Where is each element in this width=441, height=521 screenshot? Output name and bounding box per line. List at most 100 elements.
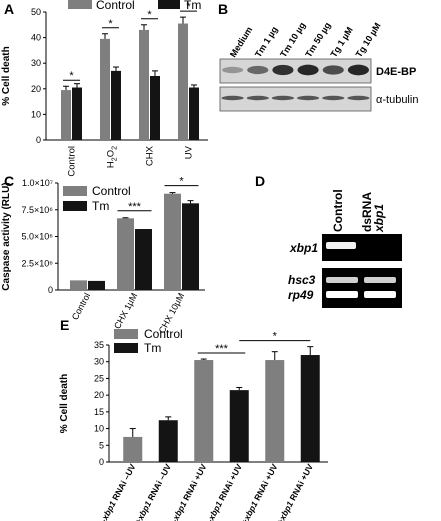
panel-b-lane-label: Tm 1 µg <box>253 25 280 59</box>
panel-b-blot-tubulin <box>219 86 372 112</box>
panel-c-chart: 0 2.5×10⁶ 5.0×10⁶ 7.5×10⁶ 1.0×10⁷ Caspase act… <box>1 176 205 335</box>
panel-a-legend-label-control: Control <box>96 0 135 12</box>
panel-b-band-tubulin <box>347 95 370 101</box>
panel-e-bar <box>300 355 320 462</box>
panel-b-band-d4ebp <box>272 64 294 76</box>
panel-a-bar-tm <box>72 87 82 140</box>
panel-a-letter: A <box>4 1 14 17</box>
panel-e-bar <box>158 420 178 462</box>
panel-b-lane-label: Tg 10 µM <box>354 21 383 59</box>
panel-a-bar-tm <box>111 70 121 140</box>
panel-e-x-tick-label: –xbp1 RNAi +UV <box>204 462 244 521</box>
panel-e-x-tick-label: +xbp1 RNAi +UV <box>239 462 279 521</box>
panel-c-x-tick-label: Control <box>70 291 92 321</box>
panel-c-letter: C <box>4 173 14 189</box>
panel-b-band-tubulin <box>246 95 269 101</box>
panel-e-legend-label-tm: Tm <box>144 341 161 355</box>
panel-c-significance-label: * <box>179 176 184 188</box>
panel-a-chart: 0 10 20 30 40 50 % Cell death Control Tm Control *… <box>1 0 208 177</box>
panel-a-significance-label: * <box>186 1 191 13</box>
panel-a-significance-label: * <box>69 70 74 82</box>
panel-a-bar-control <box>139 29 149 141</box>
panel-b-band-d4ebp <box>247 65 269 75</box>
panel-a-legend-swatch-control <box>68 0 92 9</box>
panel-b-band-tubulin <box>221 95 244 101</box>
panel-b-letter: B <box>218 1 228 17</box>
panel-d-lane-label-control: Control <box>331 189 345 232</box>
panel-c-x-tick-label: CHX 1µM <box>112 291 139 330</box>
panel-a-y-tick-label: 30 <box>31 58 41 68</box>
panel-c-legend-label-tm: Tm <box>92 199 109 213</box>
panel-c-y-tick-label: 1.0×10⁷ <box>22 178 53 188</box>
panel-c-y-tick-label: 7.5×10⁶ <box>22 205 54 215</box>
panel-b-lane-label: Medium <box>228 25 255 59</box>
panel-e-x-tick-label: –xbp1 RNAi +UV <box>168 462 208 521</box>
panel-d-row-label-hsc3: hsc3 <box>288 273 316 287</box>
panel-d-gel-hsc3-rp49 <box>322 268 402 308</box>
panel-c-bar-tm <box>135 229 152 290</box>
panel-c-y-tick-label: 5.0×10⁶ <box>22 232 54 242</box>
panel-e-y-tick-label: 15 <box>94 407 104 417</box>
panel-e-legend-swatch-tm <box>114 343 138 353</box>
panel-e-y-tick-label: 0 <box>99 457 104 467</box>
panel-a-significance-label: * <box>147 9 152 21</box>
panel-b-band-tubulin <box>297 95 320 101</box>
panel-d-lane-label-dsrna: dsRNAxbp1 <box>360 192 386 233</box>
panel-a-y-axis-label: % Cell death <box>1 46 12 105</box>
panel-a-legend-swatch-tm <box>158 0 180 9</box>
panel-a-bar-control <box>178 23 188 140</box>
panel-c-bar-tm <box>182 203 199 290</box>
panel-d-row-label-rp49: rp49 <box>288 288 314 302</box>
panel-a-y-tick-label: 50 <box>31 7 41 17</box>
panel-a-bar-tm <box>189 87 199 140</box>
panel-b-band-d4ebp <box>297 64 319 76</box>
panel-e-y-axis-label: % Cell death <box>59 374 70 433</box>
panel-e-legend-swatch-control <box>114 329 138 339</box>
panel-d-band-rp49-control <box>326 291 358 298</box>
panel-c-legend-swatch-tm <box>63 201 87 211</box>
panel-e-x-tick-label: –xbp1 RNAi –UV <box>97 462 137 521</box>
panel-c-bar-control <box>70 280 87 290</box>
panel-d-letter: D <box>255 173 265 189</box>
panel-d-band-xbp1-control <box>326 242 356 249</box>
panel-d-band-rp49-dsrna <box>364 291 396 298</box>
panel-e-y-tick-label: 5 <box>99 440 104 450</box>
panel-e-y-tick-label: 30 <box>94 357 104 367</box>
panel-e-bar <box>229 390 249 462</box>
panel-b-row-label-d4ebp: D4E-BP <box>376 66 416 78</box>
panel-c-y-axis-label: Caspase activity (RLU) <box>1 182 12 290</box>
panel-a-significance-label: * <box>108 18 113 30</box>
panel-a-x-tick-label: CHX <box>145 145 156 166</box>
panel-c-y-tick-label: 0 <box>48 285 53 295</box>
panel-e-bar <box>194 360 214 462</box>
panel-b-band-tubulin <box>271 95 294 101</box>
panel-a-x-tick-label: Control <box>67 146 78 177</box>
panel-c-bar-tm <box>88 280 105 290</box>
panel-e-legend-label-control: Control <box>144 327 183 341</box>
panel-e-x-tick-label: +xbp1 RNAi –UV <box>133 462 173 521</box>
panel-a-x-tick-label: UV <box>184 145 195 159</box>
panel-a-y-tick-label: 10 <box>31 109 41 119</box>
panel-e-letter: E <box>60 317 69 333</box>
panel-a-x-tick-label: H2O2 <box>106 146 119 168</box>
panel-a-y-tick-label: 20 <box>31 84 41 94</box>
panel-e-y-tick-label: 25 <box>94 373 104 383</box>
panel-b-band-d4ebp <box>347 64 369 76</box>
panel-d-band-hsc3-control <box>326 277 358 283</box>
panel-b-lane-label: Tg 1 µM <box>328 25 354 59</box>
panel-b-blot-d4ebp <box>219 58 372 84</box>
panel-e-bar <box>265 360 285 462</box>
panel-a-y-tick-label: 0 <box>36 135 41 145</box>
panel-c-significance-label: *** <box>128 201 142 213</box>
panel-c-legend-swatch-control <box>63 186 87 196</box>
panel-e-y-tick-label: 20 <box>94 390 104 400</box>
panel-b-band-d4ebp <box>322 65 344 75</box>
panel-d-row-label-xbp1: xbp1 <box>289 241 318 255</box>
panel-b-band-tubulin <box>322 95 345 101</box>
panel-c-legend-label-control: Control <box>92 184 131 198</box>
panel-a-bar-tm <box>150 76 160 140</box>
panel-c-bar-control <box>117 218 134 290</box>
